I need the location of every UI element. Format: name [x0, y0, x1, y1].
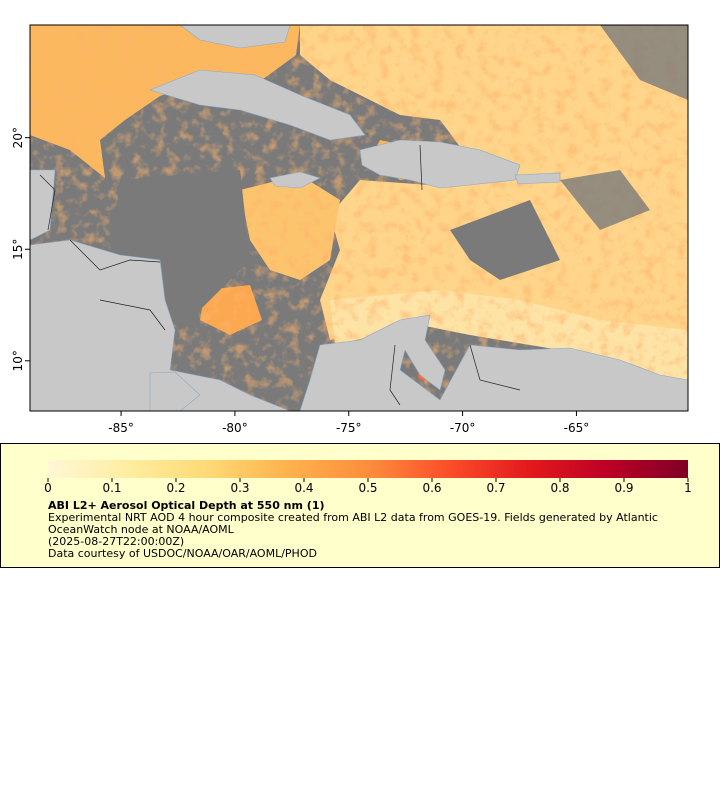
borders	[39, 144, 521, 406]
x-tick-label: -70°	[450, 421, 476, 435]
x-tick-label: -75°	[336, 421, 362, 435]
y-tick-label: 20°	[11, 127, 25, 148]
land	[30, 25, 688, 411]
caption-credit: Data courtesy of USDOC/NOAA/OAR/AOML/PHO…	[48, 547, 317, 560]
colorbar-tick-label: 0.1	[102, 481, 121, 495]
caption-time: (2025-08-27T22:00:00Z)	[48, 535, 185, 548]
caption-description: Experimental NRT AOD 4 hour composite cr…	[48, 511, 658, 536]
colorbar-tick-label: 0.6	[422, 481, 441, 495]
colorbar-tick-label: 0	[44, 481, 52, 495]
colorbar-tick-label: 0.3	[230, 481, 249, 495]
colorbar-tick-label: 0.4	[294, 481, 313, 495]
x-tick-label: -65°	[564, 421, 590, 435]
y-tick-label: 10°	[11, 350, 25, 371]
x-tick-label: -85°	[108, 421, 134, 435]
colorbar-tick-label: 0.7	[486, 481, 505, 495]
colorbar-tick-label: 0.2	[166, 481, 185, 495]
colorbar-tick-label: 0.5	[358, 481, 377, 495]
colorbar-tick-label: 1	[684, 481, 692, 495]
map-frame	[29, 24, 689, 412]
caption-title: ABI L2+ Aerosol Optical Depth at 550 nm …	[48, 499, 325, 512]
colorbar-tick-label: 0.9	[614, 481, 633, 495]
map-area	[30, 25, 688, 411]
colorbar	[48, 460, 688, 478]
caption: ABI L2+ Aerosol Optical Depth at 550 nm …	[48, 500, 688, 560]
y-tick-label: 15°	[11, 239, 25, 260]
colorbar-tick-label: 0.8	[550, 481, 569, 495]
x-tick-label: -80°	[222, 421, 248, 435]
